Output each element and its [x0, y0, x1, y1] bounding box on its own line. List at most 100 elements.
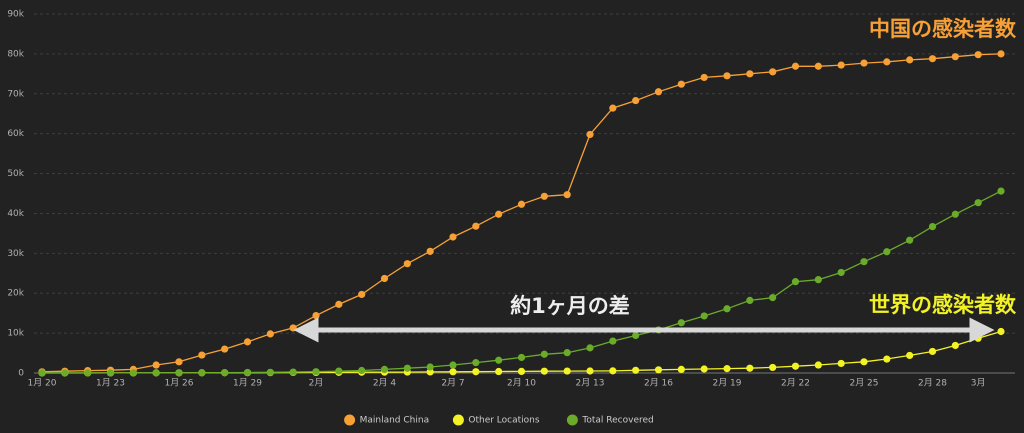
data-point: [61, 369, 69, 377]
data-point: [883, 355, 891, 363]
annotation: 世界の感染者数: [869, 293, 1017, 317]
data-point: [746, 296, 754, 305]
x-tick-label: 1月 26: [164, 378, 193, 389]
data-point: [129, 369, 137, 377]
x-tick-label: 1月 23: [96, 378, 125, 389]
data-point: [243, 368, 252, 377]
data-point: [906, 351, 914, 360]
annotation: 中国の感染者数: [869, 17, 1017, 41]
legend-marker: [566, 414, 578, 426]
data-point: [609, 104, 617, 112]
y-tick-label: 0: [18, 369, 24, 379]
series-line: [41, 53, 1002, 373]
data-point: [426, 363, 434, 371]
y-tick-label: 30k: [7, 249, 24, 259]
data-point: [746, 70, 754, 78]
data-point: [677, 319, 685, 327]
x-tick-label: 2月: [309, 378, 324, 389]
x-tick-label: 3月: [971, 378, 986, 389]
data-point: [243, 338, 252, 346]
data-point: [266, 368, 274, 376]
data-point: [175, 358, 183, 366]
y-tick-label: 40k: [7, 209, 24, 219]
data-point: [814, 62, 822, 70]
data-point: [540, 192, 548, 200]
data-point: [860, 258, 868, 266]
data-point: [723, 72, 731, 80]
legend-marker: [452, 414, 464, 426]
data-point: [928, 347, 937, 356]
legend-label[interactable]: Mainland China: [360, 416, 430, 426]
data-point: [700, 365, 708, 373]
data-point: [769, 363, 777, 372]
legend-label[interactable]: Total Recovered: [581, 416, 653, 426]
data-point: [951, 53, 959, 61]
data-point: [906, 56, 914, 64]
data-point: [152, 361, 160, 369]
x-tick-label: 2月 19: [712, 378, 741, 389]
data-point: [951, 210, 959, 218]
x-tick-label: 2月 10: [507, 378, 536, 389]
data-point: [723, 365, 731, 373]
data-point: [403, 260, 411, 268]
data-point: [495, 356, 503, 364]
data-point: [495, 210, 503, 218]
data-point: [677, 365, 685, 374]
data-point: [928, 55, 937, 63]
legend-marker: [344, 414, 356, 426]
data-point: [517, 367, 526, 376]
data-point: [814, 361, 822, 369]
data-point: [517, 353, 526, 362]
data-point: [791, 278, 800, 286]
data-point: [289, 368, 297, 376]
data-point: [84, 369, 92, 377]
data-point: [198, 351, 206, 359]
data-point: [449, 233, 457, 241]
data-point: [563, 191, 571, 199]
data-point: [449, 368, 457, 376]
data-point: [906, 236, 914, 244]
data-point: [700, 312, 708, 320]
data-point: [472, 368, 480, 376]
data-point: [335, 300, 343, 308]
data-point: [974, 51, 982, 59]
data-point: [883, 248, 891, 256]
data-point: [540, 350, 548, 358]
data-point: [540, 367, 548, 375]
y-tick-label: 70k: [7, 89, 24, 99]
y-tick-label: 20k: [7, 289, 24, 299]
legend-label[interactable]: Other Locations: [468, 416, 539, 426]
data-point: [997, 327, 1005, 336]
data-point: [472, 359, 480, 367]
series-line: [42, 190, 1002, 374]
legend: Mainland China Other Locations Total Recov…: [344, 414, 654, 426]
data-point: [700, 73, 708, 82]
data-point: [380, 365, 389, 374]
data-point: [837, 268, 845, 277]
data-point: [403, 364, 411, 372]
data-point: [563, 349, 571, 357]
data-point: [586, 367, 594, 375]
data-point: [563, 367, 571, 375]
data-point: [791, 362, 800, 370]
series-line: [42, 330, 1002, 374]
data-point: [472, 222, 480, 230]
x-tick-label: 1月 20: [27, 378, 56, 389]
data-point: [312, 368, 320, 376]
x-tick-label: 2月 28: [918, 378, 947, 389]
data-point: [380, 274, 389, 283]
data-point: [883, 58, 891, 66]
data-point: [358, 366, 366, 375]
data-point: [221, 345, 229, 353]
y-tick-label: 60k: [7, 129, 24, 139]
data-point: [677, 80, 685, 88]
data-point: [426, 247, 434, 255]
data-point: [837, 61, 845, 69]
x-tick-label: 2月 25: [849, 378, 878, 389]
x-tick-label: 2月 4: [373, 378, 397, 389]
data-point: [723, 305, 731, 313]
data-point: [837, 359, 845, 368]
data-point: [860, 358, 868, 366]
